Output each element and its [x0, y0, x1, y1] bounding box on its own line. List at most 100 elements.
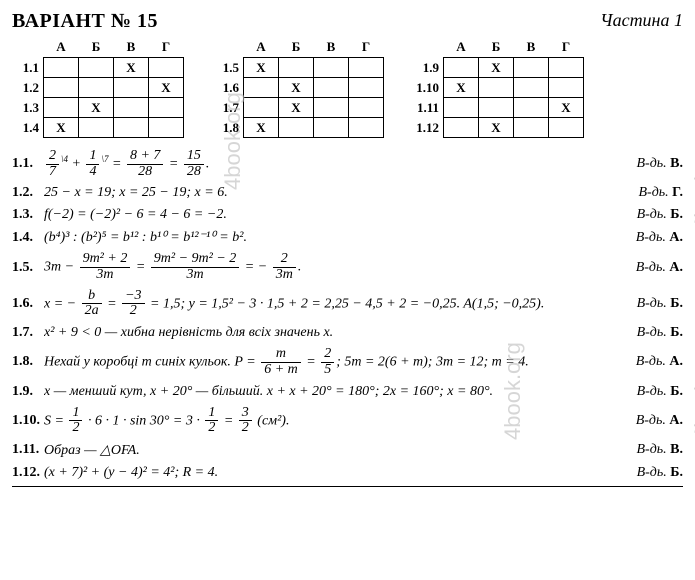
answer-cell: X [479, 118, 514, 138]
answer-cell [349, 98, 384, 118]
answer-cell [479, 98, 514, 118]
row-label: 1.5 [212, 58, 244, 78]
problem-number: 1.7. [12, 325, 44, 341]
answer-cell [514, 58, 549, 78]
col-header: Б [79, 39, 114, 58]
col-header: А [44, 39, 79, 58]
col-header: Г [149, 39, 184, 58]
answer-cell: X [79, 98, 114, 118]
col-header: Б [279, 39, 314, 58]
answer-cell [514, 78, 549, 98]
answer-cell [444, 98, 479, 118]
col-header: Б [479, 39, 514, 58]
answer-cell: X [44, 118, 79, 138]
answer-cell [349, 58, 384, 78]
row-label: 1.1 [12, 58, 44, 78]
answer-cell [444, 118, 479, 138]
answer-cell: X [149, 78, 184, 98]
answer-cell [349, 118, 384, 138]
answer-cell [244, 78, 279, 98]
problem-number: 1.1. [12, 156, 44, 172]
answer-cell [114, 98, 149, 118]
answer-label: В-дь. А. [625, 413, 683, 429]
solution-body: S = 12 · 6 · 1 · sin 30° = 3 · 12 = 32 (… [44, 406, 625, 436]
answer-label: В-дь. В. [625, 442, 683, 458]
col-header: А [444, 39, 479, 58]
answer-cell [479, 78, 514, 98]
problem-number: 1.9. [12, 384, 44, 400]
solution-body: Нехай у коробці m синіх кульок. P = m6 +… [44, 347, 625, 377]
answer-cell [549, 58, 584, 78]
problem-number: 1.5. [12, 260, 44, 276]
answer-cell [149, 118, 184, 138]
answer-cell [79, 78, 114, 98]
row-label: 1.10 [412, 78, 444, 98]
answer-cell: X [279, 98, 314, 118]
row-label: 1.9 [412, 58, 444, 78]
answer-cell [549, 118, 584, 138]
answer-cell: X [479, 58, 514, 78]
problem-number: 1.3. [12, 207, 44, 223]
problem-number: 1.10. [12, 413, 44, 429]
solution-line: 1.6.x = − b2a = −32 = 1,5; y = 1,5² − 3 … [12, 286, 683, 322]
col-header: Г [349, 39, 384, 58]
solution-body: (b⁴)³ : (b²)⁵ = b¹² : b¹⁰ = b¹²⁻¹⁰ = b². [44, 229, 625, 246]
solution-line: 1.4.(b⁴)³ : (b²)⁵ = b¹² : b¹⁰ = b¹²⁻¹⁰ =… [12, 226, 683, 249]
watermark: 4book.org [690, 342, 695, 440]
answer-table: АБВГ1.5X1.6X1.7X1.8X [212, 39, 384, 138]
answer-label: В-дь. Б. [625, 325, 683, 341]
solution-line: 1.1.27\4 + 14\7 = 8 + 728 = 1528.В-дь. В… [12, 146, 683, 182]
answer-cell: X [279, 78, 314, 98]
answer-cell [279, 58, 314, 78]
answer-cell [314, 58, 349, 78]
solution-line: 1.5.3m − 9m² + 23m = 9m² − 9m² − 23m = −… [12, 249, 683, 285]
answer-cell: X [549, 98, 584, 118]
answer-label: В-дь. Б. [625, 465, 683, 481]
problem-number: 1.4. [12, 230, 44, 246]
row-label: 1.7 [212, 98, 244, 118]
problem-number: 1.2. [12, 185, 44, 201]
solution-body: x² + 9 < 0 — хибна нерівність для всіх з… [44, 325, 625, 341]
solution-body: 3m − 9m² + 23m = 9m² − 9m² − 23m = − 23m… [44, 252, 625, 282]
row-label: 1.11 [412, 98, 444, 118]
page-title: ВАРІАНТ № 15 [12, 10, 158, 33]
row-label: 1.4 [12, 118, 44, 138]
answer-label: В-дь. Б. [625, 384, 683, 400]
answer-cell [244, 98, 279, 118]
answer-cell [114, 118, 149, 138]
answer-table: АБВГ1.1X1.2X1.3X1.4X [12, 39, 184, 138]
answer-tables: АБВГ1.1X1.2X1.3X1.4XАБВГ1.5X1.6X1.7X1.8X… [12, 39, 683, 138]
answer-cell: X [244, 118, 279, 138]
answer-cell [149, 98, 184, 118]
answer-cell [349, 78, 384, 98]
col-header: В [314, 39, 349, 58]
answer-cell [279, 118, 314, 138]
solution-body: Образ — △OFA. [44, 442, 625, 459]
row-label: 1.2 [12, 78, 44, 98]
answer-cell [114, 78, 149, 98]
solution-line: 1.2.25 − x = 19; x = 25 − 19; x = 6.В-дь… [12, 182, 683, 204]
answer-cell: X [244, 58, 279, 78]
answer-cell [314, 98, 349, 118]
problem-number: 1.11. [12, 442, 44, 458]
answer-label: В-дь. В. [625, 156, 683, 172]
solution-body: f(−2) = (−2)² − 6 = 4 − 6 = −2. [44, 207, 625, 223]
solution-body: x = − b2a = −32 = 1,5; y = 1,5² − 3 · 1,… [44, 289, 625, 319]
answer-cell [79, 118, 114, 138]
answer-label: В-дь. А. [625, 230, 683, 246]
answer-label: В-дь. А. [625, 354, 683, 370]
problem-number: 1.8. [12, 354, 44, 370]
part-label: Частина 1 [600, 10, 683, 33]
answer-label: В-дь. Б. [625, 296, 683, 312]
answer-cell [44, 58, 79, 78]
answer-cell [44, 78, 79, 98]
solution-line: 1.3.f(−2) = (−2)² − 6 = 4 − 6 = −2.В-дь.… [12, 204, 683, 226]
answer-cell [514, 98, 549, 118]
solution-body: x — менший кут, x + 20° — більший. x + x… [44, 384, 625, 400]
answer-cell [79, 58, 114, 78]
solution-line: 1.12.(x + 7)² + (y − 4)² = 4²; R = 4.В-д… [12, 462, 683, 484]
answer-table: АБВГ1.9X1.10X1.11X1.12X [412, 39, 584, 138]
row-label: 1.8 [212, 118, 244, 138]
problem-number: 1.6. [12, 296, 44, 312]
answer-label: В-дь. Г. [625, 185, 683, 201]
